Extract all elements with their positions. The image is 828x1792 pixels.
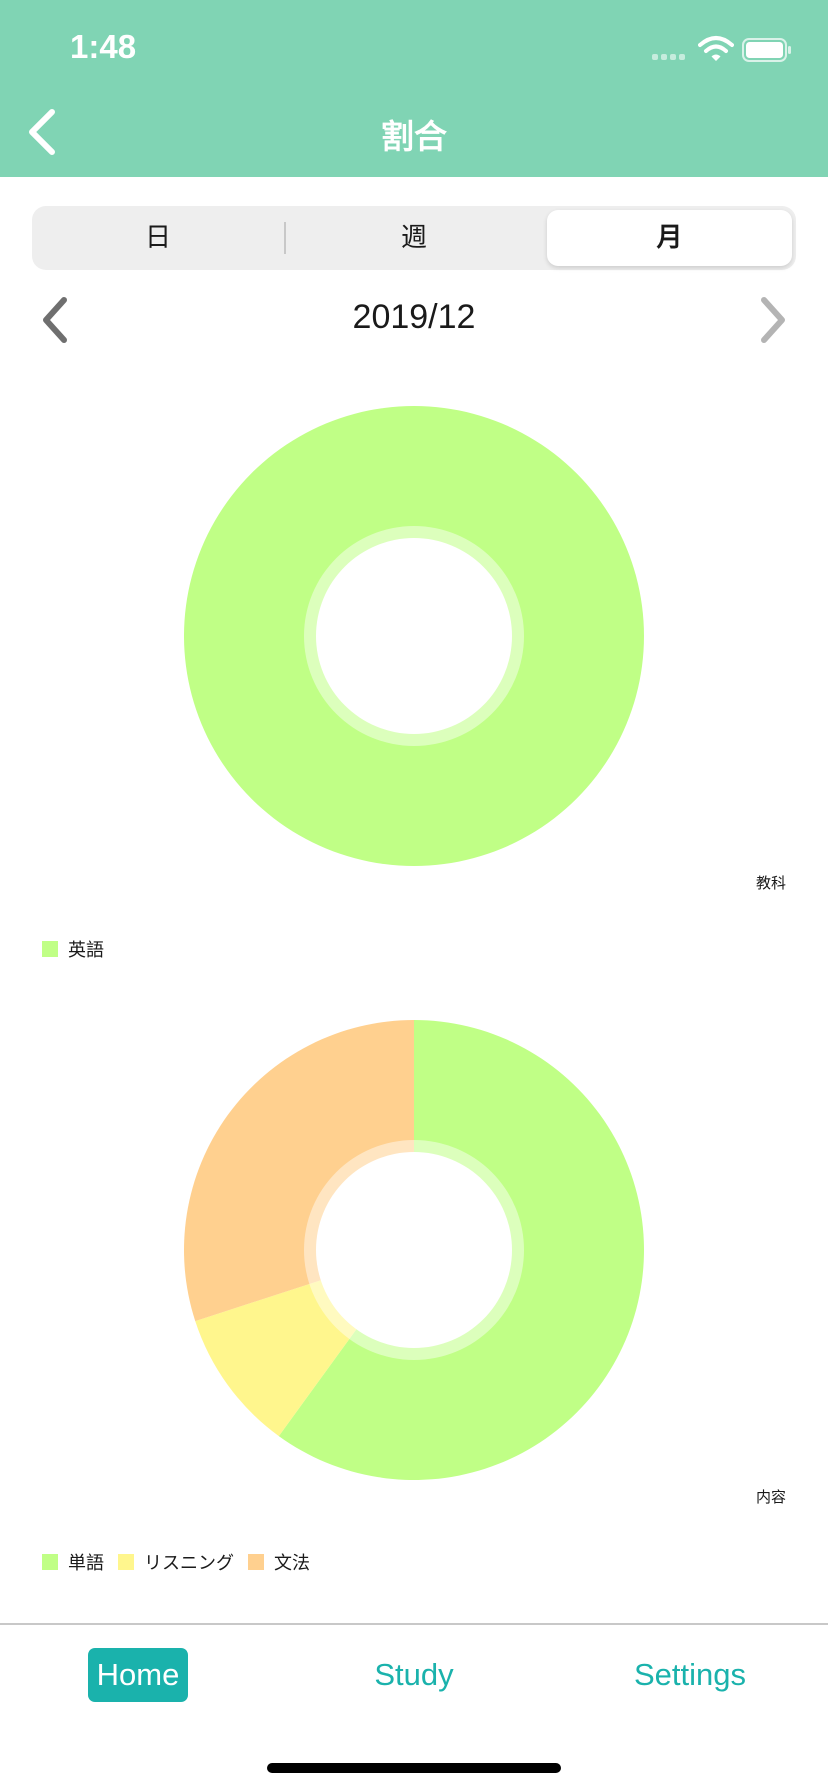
chevron-left-icon [29,109,55,155]
legend-item: リスニング [118,1549,234,1575]
home-indicator [267,1763,561,1773]
back-button[interactable] [18,104,68,160]
segment-divider [284,222,286,254]
segment-day[interactable]: 日 [144,223,171,253]
content-donut-chart [184,1020,644,1480]
period-label: 2019/12 [352,298,476,336]
donut-hole [316,1152,512,1348]
wifi-icon [698,36,734,61]
legend-swatch [248,1554,264,1570]
tab-study[interactable]: Study [374,1657,454,1692]
segment-week[interactable]: 週 [400,223,427,253]
legend-label: 英語 [68,940,104,961]
legend-item: 文法 [248,1549,310,1575]
next-period-button[interactable] [754,292,794,348]
legend-item: 単語 [42,1549,104,1575]
legend-label: 文法 [274,1553,310,1574]
nav-header: 1:48 割合 [0,0,828,177]
status-time: 1:48 [70,28,137,65]
page-title: 割合 [381,117,447,156]
donut-hole [316,538,512,734]
cellular-signal-icon [652,54,685,60]
chart-legend: 英語 [42,936,118,962]
legend-label: リスニング [144,1553,234,1574]
legend-swatch [118,1554,134,1570]
tab-home[interactable]: Home [88,1648,188,1702]
legend-item: 英語 [42,936,104,962]
chevron-right-icon [761,297,785,343]
previous-period-button[interactable] [34,292,74,348]
chart-description: 内容 [755,1488,786,1506]
battery-icon [742,38,791,62]
chart-legend: 単語 リスニング 文法 [42,1549,324,1575]
legend-swatch [42,941,58,957]
chart-description: 教科 [755,874,786,892]
period-segmented-control: 日 週 月 [32,206,796,270]
subject-donut-chart [184,406,644,866]
legend-swatch [42,1554,58,1570]
legend-label: 単語 [68,1553,104,1574]
chevron-left-icon [43,297,67,343]
segment-month[interactable]: 月 [547,210,792,266]
tab-settings[interactable]: Settings [633,1657,746,1692]
